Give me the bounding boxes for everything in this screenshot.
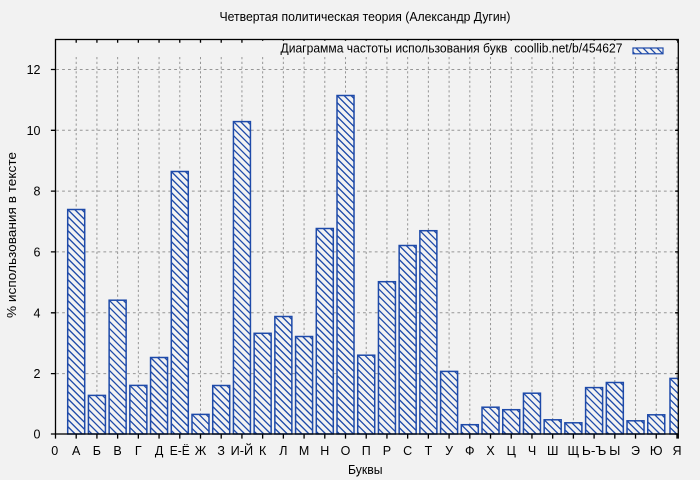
- svg-text:З: З: [217, 444, 225, 458]
- svg-text:Ц: Ц: [507, 444, 517, 458]
- svg-text:Х: Х: [486, 444, 495, 458]
- svg-text:12: 12: [27, 63, 41, 77]
- svg-text:% использования в тексте: % использования в тексте: [5, 152, 19, 318]
- svg-text:Д: Д: [155, 444, 164, 458]
- svg-text:А: А: [72, 444, 81, 458]
- svg-text:Щ: Щ: [568, 444, 580, 458]
- svg-text:2: 2: [34, 367, 41, 381]
- svg-text:8: 8: [34, 185, 41, 199]
- svg-text:Ы: Ы: [609, 444, 620, 458]
- svg-text:0: 0: [34, 428, 41, 442]
- svg-text:Н: Н: [320, 444, 329, 458]
- svg-text:6: 6: [34, 245, 41, 259]
- svg-text:О: О: [341, 444, 351, 458]
- svg-text:У: У: [445, 444, 453, 458]
- svg-text:Четвертая политическая теория: Четвертая политическая теория (Александр…: [220, 9, 511, 24]
- svg-text:К: К: [259, 444, 267, 458]
- svg-text:4: 4: [34, 306, 41, 320]
- svg-text:Л: Л: [279, 444, 287, 458]
- svg-text:Диаграмма частоты использовани: Диаграмма частоты использования букв coo…: [281, 42, 623, 56]
- svg-text:Ж: Ж: [195, 444, 207, 458]
- svg-text:Г: Г: [135, 444, 142, 458]
- svg-text:Ь-Ъ: Ь-Ъ: [582, 444, 607, 458]
- svg-text:В: В: [113, 444, 121, 458]
- svg-text:10: 10: [27, 124, 41, 138]
- svg-text:Р: Р: [383, 444, 391, 458]
- svg-text:0: 0: [51, 444, 58, 458]
- svg-text:Б: Б: [93, 444, 101, 458]
- svg-text:И-Й: И-Й: [231, 443, 254, 458]
- svg-text:Е-Ё: Е-Ё: [170, 444, 190, 458]
- svg-text:Я: Я: [672, 444, 681, 458]
- svg-text:Ю: Ю: [650, 444, 663, 458]
- svg-text:Ш: Ш: [547, 444, 558, 458]
- svg-text:Т: Т: [425, 444, 433, 458]
- svg-text:Э: Э: [631, 444, 640, 458]
- svg-text:Ч: Ч: [528, 444, 536, 458]
- svg-text:Ф: Ф: [465, 444, 475, 458]
- svg-text:П: П: [362, 444, 371, 458]
- svg-text:Буквы: Буквы: [348, 463, 383, 477]
- svg-text:С: С: [403, 444, 412, 458]
- svg-text:М: М: [299, 444, 309, 458]
